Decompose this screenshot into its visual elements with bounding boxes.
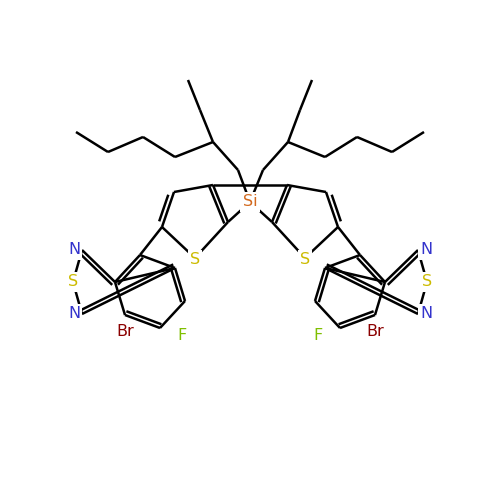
Text: S: S: [190, 252, 200, 268]
Text: N: N: [68, 306, 80, 322]
Text: N: N: [420, 306, 432, 322]
Text: S: S: [68, 274, 78, 289]
Text: F: F: [178, 328, 186, 344]
Text: N: N: [420, 242, 432, 258]
Text: S: S: [300, 252, 310, 268]
Text: N: N: [68, 242, 80, 258]
Text: Br: Br: [366, 324, 384, 340]
Text: S: S: [422, 274, 432, 289]
Text: Br: Br: [116, 324, 134, 340]
Text: Si: Si: [242, 194, 258, 210]
Text: F: F: [314, 328, 322, 344]
